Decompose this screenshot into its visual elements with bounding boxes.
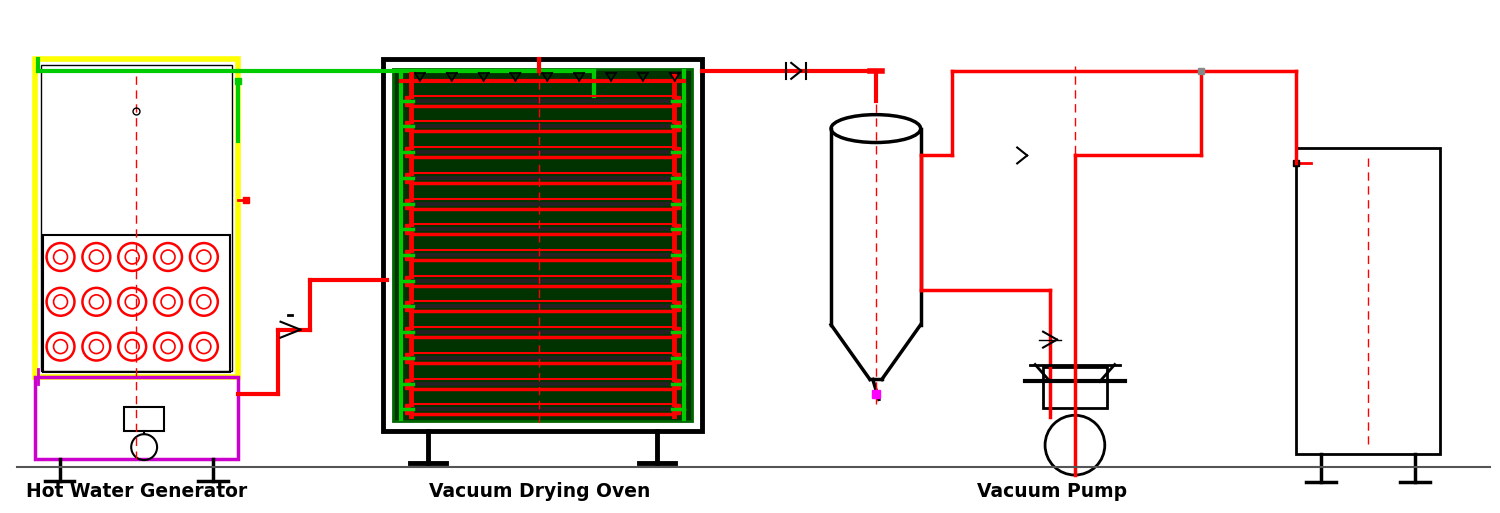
- Bar: [405, 404, 412, 415]
- Bar: [405, 147, 412, 157]
- Bar: [405, 379, 412, 388]
- Bar: [672, 122, 680, 131]
- Bar: [672, 173, 680, 183]
- Bar: [672, 302, 680, 311]
- Bar: [672, 250, 680, 260]
- Bar: [405, 199, 412, 209]
- Bar: [405, 302, 412, 311]
- Bar: [672, 404, 680, 415]
- Bar: [405, 122, 412, 131]
- Bar: [672, 327, 680, 337]
- Text: Vacuum Pump: Vacuum Pump: [976, 482, 1126, 501]
- Bar: [672, 96, 680, 106]
- Text: Vacuum Drying Oven: Vacuum Drying Oven: [429, 482, 650, 501]
- Bar: [405, 353, 412, 363]
- Bar: [672, 147, 680, 157]
- Bar: [672, 224, 680, 234]
- Bar: [405, 276, 412, 286]
- Bar: [672, 199, 680, 209]
- Text: Hot Water Generator: Hot Water Generator: [26, 482, 248, 501]
- Polygon shape: [393, 69, 692, 421]
- Bar: [672, 379, 680, 388]
- Bar: [672, 353, 680, 363]
- Bar: [405, 96, 412, 106]
- Bar: [405, 250, 412, 260]
- Bar: [405, 173, 412, 183]
- Bar: [672, 276, 680, 286]
- Bar: [405, 224, 412, 234]
- Bar: [405, 327, 412, 337]
